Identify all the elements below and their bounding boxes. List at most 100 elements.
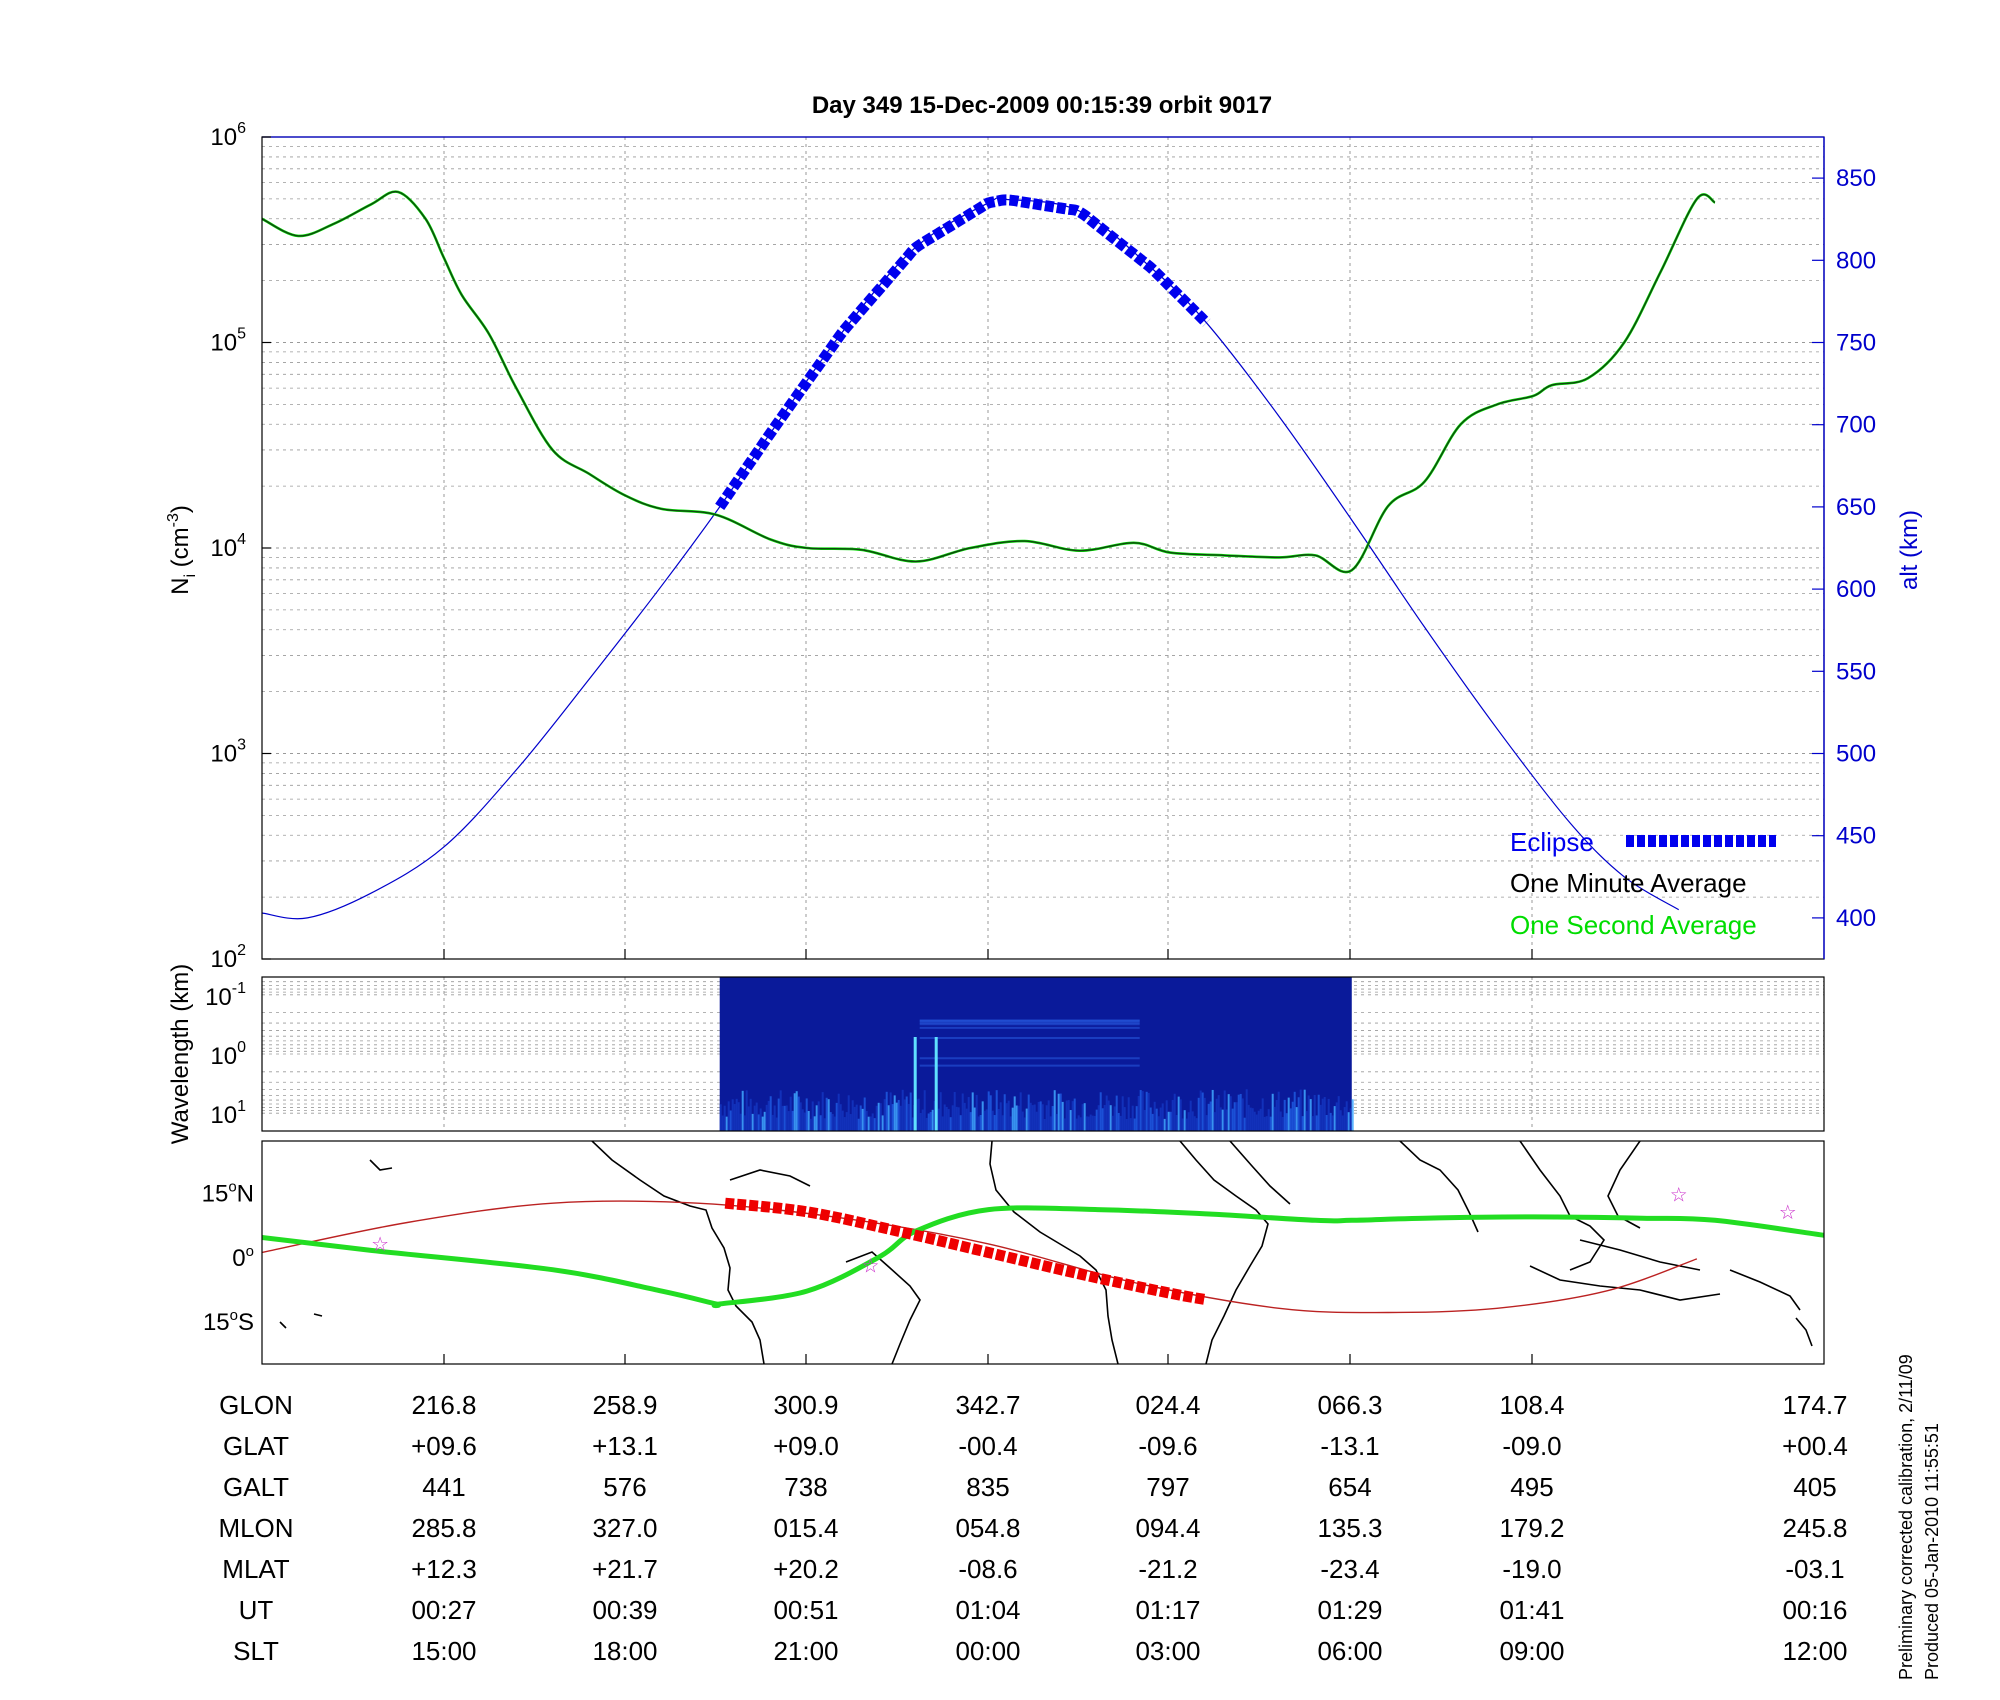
- spectrogram-streak: [847, 1095, 850, 1131]
- table-cell: +13.1: [592, 1431, 658, 1461]
- altitude-tick-label: 450: [1836, 823, 1876, 850]
- spectrogram-streak: [1243, 1117, 1246, 1131]
- spectrogram-streak: [1023, 1117, 1026, 1131]
- spectrogram-streak: [881, 1115, 884, 1131]
- spectrogram-streak: [863, 1097, 866, 1131]
- spectrogram-streak: [833, 1116, 836, 1131]
- spectrogram-streak: [1229, 1096, 1232, 1131]
- legend-second-label: One Second Average: [1510, 910, 1757, 940]
- table-row-label: SLT: [233, 1636, 279, 1666]
- spectrogram-streak: [813, 1116, 816, 1131]
- star-marker: ☆: [371, 1232, 389, 1256]
- table-cell: -21.2: [1138, 1554, 1197, 1584]
- spectrogram-streak: [791, 1110, 794, 1131]
- spectrogram-streak: [1011, 1107, 1014, 1131]
- spectrogram-background: [719, 977, 1352, 1131]
- spectrogram-streak: [1079, 1117, 1082, 1131]
- spectrogram-streak: [755, 1102, 758, 1131]
- spectrogram-streak: [1249, 1107, 1252, 1131]
- spectrogram-streak: [879, 1103, 882, 1131]
- altitude-tick-labels: 400 450 500 550 600 650 700 750 800 850: [1812, 165, 1876, 932]
- table-row-label: GALT: [223, 1472, 289, 1502]
- altitude-tick-label: 500: [1836, 741, 1876, 768]
- spectrogram-streak: [1075, 1118, 1078, 1131]
- spectrogram-streak: [817, 1101, 820, 1131]
- spectrogram-streak: [1239, 1093, 1242, 1131]
- spectrogram-streak: [1033, 1104, 1036, 1131]
- spectrogram-streak: [903, 1099, 906, 1131]
- spectrogram-streak: [779, 1090, 782, 1131]
- spectrogram-streak: [789, 1096, 792, 1131]
- spectrogram-streak: [1119, 1115, 1122, 1131]
- spectrogram-streak: [1273, 1106, 1276, 1131]
- spectrogram-streak: [1127, 1097, 1130, 1131]
- spectrogram-streak: [1171, 1099, 1174, 1131]
- spectrogram-streak: [941, 1116, 944, 1131]
- table-cell: +09.0: [773, 1431, 839, 1461]
- spectrogram-streak: [1035, 1111, 1038, 1131]
- spectrogram-streak: [1183, 1110, 1186, 1131]
- table-cell: 835: [966, 1472, 1009, 1502]
- spectrogram-streak: [1115, 1095, 1118, 1131]
- spectrogram-streak: [883, 1099, 886, 1131]
- spectrogram-streak: [1305, 1111, 1308, 1131]
- spectrogram-streak: [1157, 1116, 1160, 1131]
- spectrogram-streak: [999, 1102, 1002, 1131]
- spectrogram-streak: [781, 1105, 784, 1131]
- table-cell: 441: [422, 1472, 465, 1502]
- density-tick-label: 103: [210, 737, 246, 768]
- spectrogram-streak: [945, 1106, 948, 1131]
- spectrogram-streak: [1053, 1090, 1056, 1131]
- spectrogram-streak: [989, 1095, 992, 1131]
- spectrogram-streak: [771, 1114, 774, 1131]
- spectrogram-streak: [1021, 1111, 1024, 1131]
- spectrogram-streak: [917, 1098, 920, 1131]
- table-cell: +20.2: [773, 1554, 839, 1584]
- table-cell: 285.8: [411, 1513, 476, 1543]
- spectrogram-streak: [869, 1116, 872, 1131]
- latitude-tick-label: 15oN: [202, 1178, 254, 1207]
- table-row-label: MLAT: [222, 1554, 290, 1584]
- spectrogram-streak: [1271, 1093, 1274, 1131]
- spectrogram-streak: [719, 1104, 722, 1131]
- table-cell: 00:27: [411, 1595, 476, 1625]
- spectrogram-streak: [1111, 1115, 1114, 1131]
- spectrogram-streak: [1123, 1107, 1126, 1131]
- table-cell: 15:00: [411, 1636, 476, 1666]
- table-cell: -08.6: [958, 1554, 1017, 1584]
- spectrogram-streak: [1263, 1116, 1266, 1131]
- spectrogram-streak: [895, 1102, 898, 1131]
- spectrogram-streak: [1045, 1105, 1048, 1131]
- spectrogram-streak: [1009, 1116, 1012, 1131]
- spectrogram-streak: [1109, 1105, 1112, 1131]
- table-cell: 216.8: [411, 1390, 476, 1420]
- table-cell: 342.7: [955, 1390, 1020, 1420]
- table-cell: -19.0: [1502, 1554, 1561, 1584]
- spectrogram-streak: [743, 1115, 746, 1131]
- table-cell: 179.2: [1499, 1513, 1564, 1543]
- spectrogram-streak: [1307, 1095, 1310, 1131]
- spectrogram-streak: [759, 1108, 762, 1131]
- spectrogram-streak: [1065, 1100, 1068, 1131]
- spectrogram-streak: [1105, 1095, 1108, 1131]
- spectrogram-streak: [731, 1099, 734, 1131]
- table-cell: 01:04: [955, 1595, 1020, 1625]
- spectrogram-streak: [949, 1117, 952, 1131]
- spectrogram-streak: [1025, 1108, 1028, 1131]
- spectrogram-streak: [1329, 1112, 1332, 1131]
- spectrogram-streak: [1197, 1097, 1200, 1131]
- spectrogram-streak: [953, 1091, 956, 1131]
- spectrogram-streak: [1159, 1107, 1162, 1131]
- spectrogram-streak: [983, 1110, 986, 1131]
- spectrogram-streak: [871, 1113, 874, 1131]
- spectrogram-streak: [1187, 1112, 1190, 1131]
- latitude-tick-label: 15oS: [203, 1307, 254, 1336]
- spectrogram-streak: [1225, 1109, 1228, 1131]
- spectrogram-streak: [993, 1115, 996, 1131]
- spectrogram-streak: [809, 1118, 812, 1131]
- spectrogram-streak: [1325, 1114, 1328, 1131]
- spectrogram-streak: [1093, 1115, 1096, 1131]
- spectrogram-streak: [821, 1092, 824, 1131]
- spectrogram-streak: [1261, 1098, 1264, 1131]
- spectrogram-streak: [971, 1092, 974, 1131]
